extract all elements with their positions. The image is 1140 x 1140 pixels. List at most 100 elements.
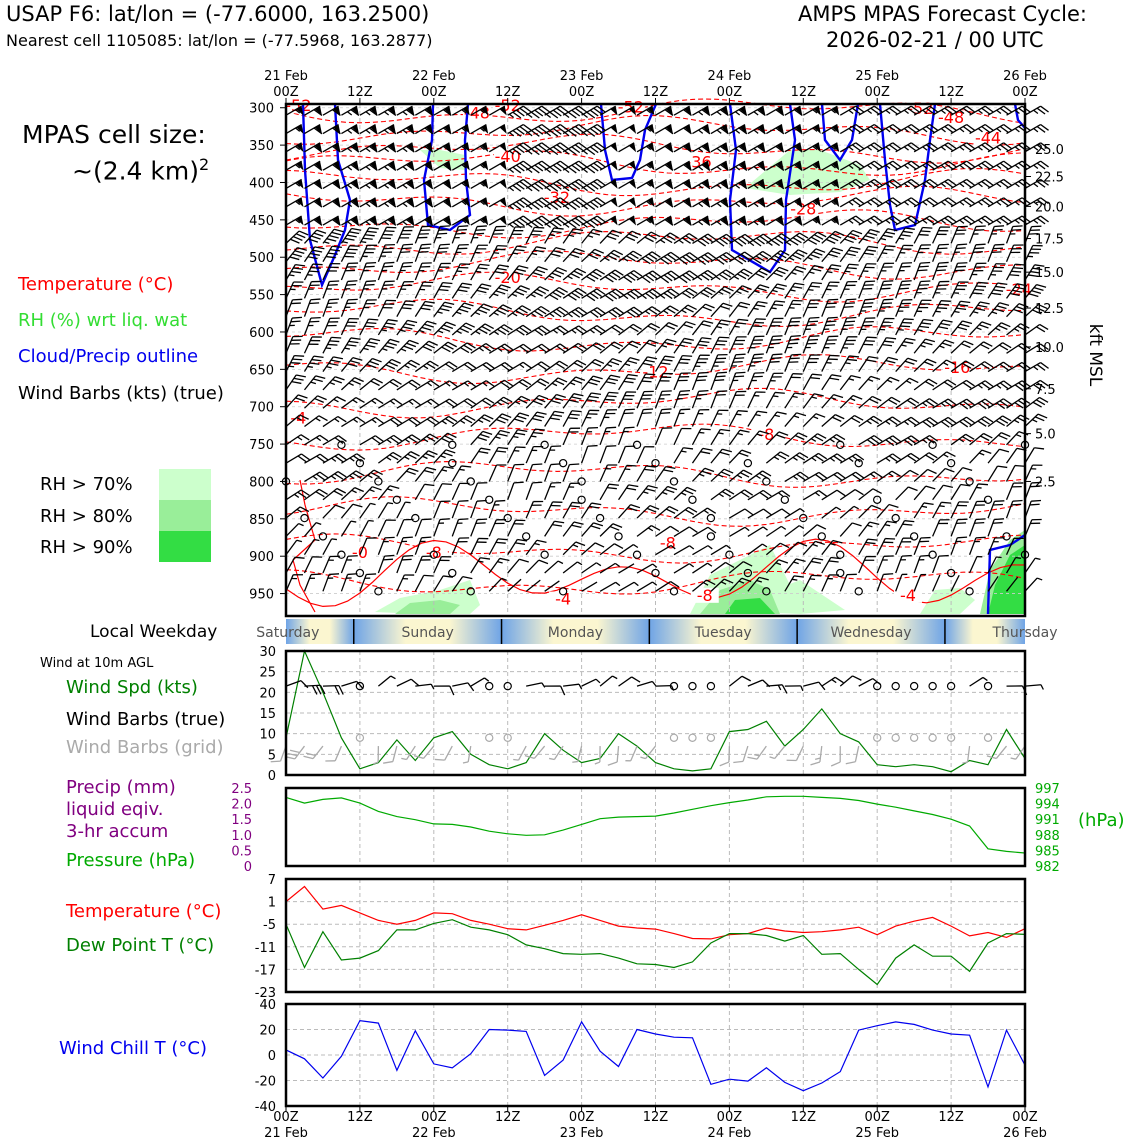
wind-barb-barb — [519, 199, 529, 207]
wind-barb-barb — [831, 264, 842, 267]
wind-barb-barb — [445, 400, 455, 408]
wind-barb-barb — [833, 455, 843, 463]
wind-barb-halfbarb — [386, 456, 392, 461]
wind-barb — [470, 215, 489, 226]
wind-barb-staff — [525, 343, 543, 354]
wind-barb-barb — [327, 343, 338, 346]
wspd-label: Wind Spd (kts) — [66, 677, 198, 698]
wind-barb-barb — [815, 413, 826, 418]
wind-barb — [433, 380, 458, 391]
wind-barb — [359, 123, 378, 135]
wind-barb-staff — [692, 269, 709, 281]
wind-barb-halfbarb — [530, 293, 536, 298]
wind-barb-barb — [777, 252, 787, 259]
wind-barb — [673, 287, 698, 299]
wind-barb-staff — [765, 318, 775, 336]
wind-barb-barb — [772, 335, 783, 338]
wind-barb — [950, 142, 976, 153]
wind-barb-barb — [962, 362, 972, 369]
wind-barb-barb — [530, 221, 540, 229]
wind-barb-halfbarb — [670, 545, 676, 550]
wind-barb-halfbarb — [1033, 366, 1039, 371]
wind-barb — [581, 288, 606, 302]
wind-barb-barb — [332, 245, 342, 249]
wind-barb-barb — [883, 298, 894, 301]
wind-barb-flag — [758, 161, 766, 171]
wind-barb-staff — [562, 393, 575, 409]
wind-barb-barb — [813, 557, 824, 561]
wind-barb — [303, 280, 322, 299]
wind-barb — [378, 123, 397, 135]
wind-barb — [322, 280, 340, 299]
wind-barb — [821, 539, 843, 556]
wind-barb-staff — [507, 343, 524, 354]
wind-barb-barb — [364, 283, 375, 286]
temperature-label: -32 — [544, 188, 570, 207]
wind-barb-barb — [644, 468, 654, 472]
wind-barb-barb — [722, 271, 732, 278]
wind-barb — [451, 302, 474, 318]
wind-barb-barb — [556, 327, 566, 335]
wind-barb-barb — [755, 318, 766, 320]
wind-barb-flag — [702, 216, 710, 226]
wind-barb-staff — [451, 361, 469, 373]
wind-barb-staff — [987, 263, 997, 281]
wind-barb — [340, 503, 363, 519]
wind-barb-barb — [567, 417, 578, 420]
wind-barb-barb — [611, 271, 621, 279]
wind-barb-halfbarb — [917, 251, 924, 254]
wind-barb-barb — [311, 336, 322, 338]
wind-barb-halfbarb — [899, 269, 905, 272]
wind-barb-barb — [798, 249, 808, 255]
wind-barb-barb — [885, 537, 896, 540]
wind-barb-staff — [821, 160, 838, 171]
wind-barb-barb — [290, 302, 301, 305]
wind-barb-staff — [396, 451, 412, 464]
wind-barb-halfbarb — [365, 202, 371, 208]
wind-barb-barb — [458, 500, 469, 502]
wind-barb — [950, 398, 976, 410]
wind-barb — [525, 394, 549, 409]
wind-barb-halfbarb — [371, 399, 377, 405]
wind-barb-barb — [954, 233, 965, 235]
wind-barb — [488, 379, 513, 391]
wind-barb — [747, 284, 770, 299]
wind-barb-halfbarb — [290, 288, 296, 291]
wind-barb-barb — [574, 162, 584, 170]
wind-barb-halfbarb — [641, 294, 647, 300]
wind-barb-barb — [408, 436, 418, 443]
wind-barb — [636, 465, 657, 482]
wind-barb — [710, 142, 729, 153]
wind-barb-barb — [596, 142, 606, 150]
wind-barb-staff — [913, 142, 931, 153]
wind-barb — [581, 375, 603, 391]
wind-barb-barb — [421, 518, 432, 521]
wind-barb-barb — [608, 311, 618, 318]
wind-barb-staff — [950, 300, 961, 317]
wind-barb-staff — [802, 299, 812, 317]
wind-barb-halfbarb — [479, 127, 485, 132]
wind-barb-barb — [522, 142, 532, 150]
wind-barb-barb — [991, 251, 1002, 254]
wind-barb-barb — [589, 409, 600, 412]
wind-barb-barb — [385, 244, 395, 246]
wind-barb — [802, 354, 821, 372]
wind-barb-barb — [947, 142, 957, 150]
wind-barb-staff — [359, 416, 376, 428]
wind-barb — [525, 123, 551, 137]
wind-barb-staff — [858, 229, 871, 244]
wind-barb-staff — [618, 357, 631, 372]
temp-label-bg — [893, 587, 922, 603]
wind-barb-barb — [740, 270, 750, 277]
wind-barb-flag — [628, 197, 637, 208]
wind-barb — [987, 243, 1005, 262]
wind-barb — [359, 261, 377, 281]
wind-barb-halfbarb — [346, 559, 352, 561]
wind-barb — [304, 471, 329, 483]
wind-barb-halfbarb — [922, 146, 928, 151]
wind-barb-staff — [377, 319, 389, 336]
wind-barb-barb — [294, 250, 305, 254]
wind-barb-barb — [549, 417, 560, 421]
wind-barb — [451, 361, 477, 373]
wind-barb-staff — [525, 411, 538, 427]
